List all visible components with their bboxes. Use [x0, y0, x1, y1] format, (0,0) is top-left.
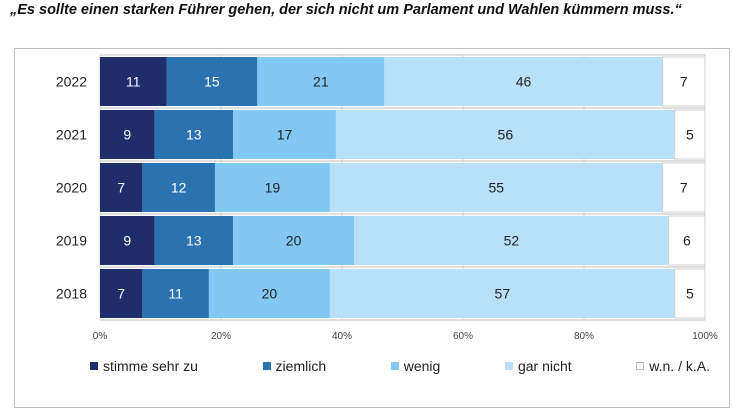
data-label: 9	[123, 233, 131, 249]
bar-segment	[662, 56, 706, 107]
x-tick-label: 0%	[93, 331, 108, 342]
category-label: 2018	[56, 286, 87, 302]
bar-segment	[214, 163, 330, 212]
x-tick-label: 20%	[211, 331, 231, 342]
data-label: 6	[683, 233, 691, 249]
legend-item: w.n. / k.A.	[636, 358, 710, 374]
data-label: 13	[186, 233, 202, 249]
data-label: 17	[277, 127, 293, 143]
data-label: 52	[504, 233, 520, 249]
bar-segment	[354, 216, 669, 265]
chart-frame	[14, 48, 730, 408]
legend-swatch	[262, 362, 271, 370]
data-label: 9	[123, 127, 131, 143]
category-label: 2019	[56, 233, 87, 249]
legend-label: gar nicht	[517, 358, 572, 374]
bar-segment	[668, 215, 706, 266]
category-label: 2022	[56, 74, 87, 90]
bar-segment	[142, 163, 215, 212]
legend-item: stimme sehr zu	[90, 358, 198, 374]
bar-segment	[384, 57, 663, 106]
legend-item: gar nicht	[504, 358, 572, 374]
bar-segment	[100, 110, 155, 159]
data-label: 13	[186, 127, 202, 143]
legend-label: wenig	[403, 358, 441, 374]
bar-segment	[100, 216, 155, 265]
data-label: 56	[498, 127, 514, 143]
bar-segment	[142, 269, 209, 318]
x-tick-label: 80%	[574, 331, 594, 342]
data-label: 11	[126, 74, 141, 90]
legend-item: wenig	[390, 358, 441, 374]
chart-title: „Es sollte einen starken Führer gehen, d…	[10, 2, 682, 18]
bar-segment	[100, 57, 167, 106]
data-label: 7	[117, 180, 125, 196]
bar-segment	[329, 269, 675, 318]
data-label: 5	[686, 286, 694, 302]
bar-segment	[233, 216, 355, 265]
data-label: 57	[495, 286, 511, 302]
x-tick-label: 100%	[692, 331, 718, 342]
data-label: 15	[204, 74, 220, 90]
legend-label: stimme sehr zu	[103, 358, 198, 374]
bar-segment	[257, 57, 385, 106]
data-label: 20	[262, 286, 278, 302]
data-label: 20	[286, 233, 302, 249]
data-label: 5	[686, 127, 694, 143]
legend-label: ziemlich	[275, 358, 327, 374]
category-label: 2021	[56, 127, 87, 143]
legend-item: ziemlich	[262, 358, 327, 374]
data-label: 21	[313, 74, 329, 90]
bar-segment	[674, 268, 706, 319]
data-label: 11	[168, 286, 183, 302]
x-tick-label: 60%	[453, 331, 473, 342]
data-label: 46	[516, 74, 532, 90]
data-label: 19	[265, 180, 281, 196]
bar-segment	[100, 163, 143, 212]
data-label: 12	[171, 180, 187, 196]
legend-label: w.n. / k.A.	[649, 358, 710, 374]
bar-segment	[674, 109, 706, 160]
legend-swatch	[636, 362, 645, 370]
bar-segment	[335, 110, 675, 159]
legend-swatch	[504, 362, 513, 370]
bar-segment	[100, 269, 143, 318]
bar-segment	[166, 57, 258, 106]
legend-swatch	[390, 362, 399, 370]
bar-segment	[154, 216, 234, 265]
data-label: 7	[680, 180, 688, 196]
data-label: 55	[488, 180, 504, 196]
x-tick-label: 40%	[332, 331, 352, 342]
bar-segment	[233, 110, 336, 159]
data-label: 7	[680, 74, 688, 90]
data-label: 7	[117, 286, 125, 302]
chart-legend: stimme sehr zu ziemlich wenig gar nicht w.n.…	[90, 358, 710, 374]
category-label: 2020	[56, 180, 87, 196]
bar-segment	[208, 269, 330, 318]
bar-segment	[329, 163, 663, 212]
bar-segment	[154, 110, 234, 159]
legend-swatch	[90, 362, 98, 370]
bar-segment	[662, 162, 706, 213]
